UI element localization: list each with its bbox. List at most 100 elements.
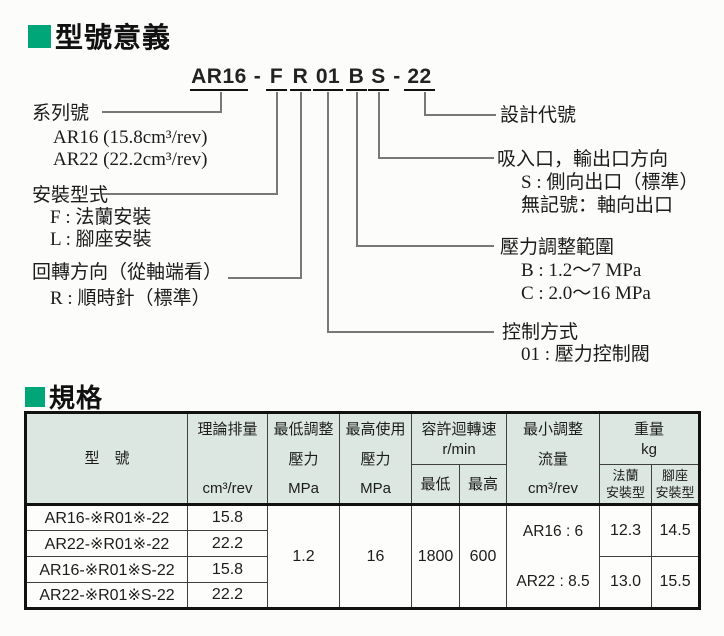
cell-weight-flange: 13.0: [599, 556, 653, 609]
cell-model: AR16-※R01※-22: [25, 504, 188, 531]
header-speed: 容許迴轉速 r/min: [410, 411, 508, 466]
header-speed-min: 最低: [411, 464, 460, 505]
header-max-pressure: 最高使用 壓力 MPa: [339, 412, 412, 505]
port-direction-detail: 無記號：軸向出口: [521, 195, 674, 216]
cell-min-pressure: 1.2: [267, 504, 340, 609]
connector-line: [276, 92, 278, 195]
connector-line: [220, 92, 222, 113]
header-line: 理論排量: [197, 421, 258, 438]
green-square-icon: [25, 386, 45, 407]
connector-line: [102, 193, 278, 195]
header-line: 壓力: [288, 450, 319, 468]
code-segment-mounting: F: [266, 66, 287, 91]
header-line: MPa: [288, 480, 319, 497]
section-title-model-meaning: 型號意義: [28, 16, 171, 56]
section-title-text: 型號意義: [55, 22, 172, 53]
header-min-flow: 最小調整 流量 cm³/rev: [506, 412, 601, 505]
cell-min-flow: AR16 : 6 AR22 : 8.5: [506, 504, 601, 609]
cell-displacement: 15.8: [187, 556, 268, 583]
cell-model: AR16-※R01※S-22: [25, 556, 188, 583]
header-line: 容許迴轉速: [421, 420, 497, 438]
code-segment-port: S: [368, 66, 389, 91]
pressure-range-label: 壓力調整範圍: [500, 237, 615, 258]
cell-weight-flange: 12.3: [599, 504, 653, 557]
header-weight-foot: 腳座 安裝型: [651, 464, 701, 505]
connector-line: [327, 92, 329, 333]
header-line: 法蘭: [612, 467, 639, 483]
flow-value: AR16 : 6: [522, 522, 584, 540]
header-line: 流量: [538, 450, 569, 468]
connector-line: [327, 331, 494, 333]
section-title-text: 規格: [49, 383, 104, 413]
cell-speed-min: 1800: [411, 504, 460, 609]
flow-value: AR22 : 8.5: [516, 572, 590, 590]
series-detail: AR16 (15.8cm³/rev): [53, 127, 208, 148]
cell-speed-max: 600: [458, 504, 508, 609]
port-direction-label: 吸入口，輸出口方向: [497, 149, 669, 170]
header-line: 最小調整: [523, 421, 584, 438]
series-detail: AR22 (22.2cm³/rev): [53, 149, 208, 170]
header-line: 安裝型: [655, 484, 695, 500]
code-segment-control: 01: [313, 66, 343, 91]
connector-line: [424, 92, 426, 116]
mounting-detail: F : 法蘭安裝: [50, 207, 152, 228]
cell-weight-foot: 15.5: [651, 556, 701, 609]
mounting-label: 安裝型式: [32, 185, 109, 206]
spec-table: 型 號 理論排量 cm³/rev 最低調整 壓力 MPa: [24, 411, 702, 610]
header-displacement: 理論排量 cm³/rev: [187, 412, 268, 505]
header-line: 安裝型: [606, 484, 646, 500]
header-min-pressure: 最低調整 壓力 MPa: [267, 412, 340, 505]
table-row: AR16-※R01※S-22 15.8 13.0 15.5: [25, 556, 701, 609]
port-direction-detail: S : 側向出口（標準）: [521, 172, 699, 193]
table-row: AR22-※R01※-22 22.2: [25, 530, 700, 557]
header-line: 重量: [634, 420, 665, 438]
cell-model: AR22-※R01※S-22: [25, 582, 188, 609]
design-code-label: 設計代號: [500, 105, 577, 126]
header-weight: 重量 kg: [599, 411, 701, 466]
connector-line: [378, 157, 494, 159]
header-line: cm³/rev: [528, 480, 579, 497]
control-method-label: 控制方式: [502, 322, 579, 343]
header-line: kg: [641, 440, 657, 458]
connector-line: [228, 277, 302, 279]
connector-line: [102, 111, 222, 113]
header-line: cm³/rev: [202, 480, 253, 497]
code-segment-rotation: R: [290, 66, 311, 91]
section-title-specs: 規格: [25, 378, 103, 415]
code-segment-design: 22: [404, 66, 435, 91]
header-speed-max: 最高: [458, 464, 508, 505]
table-row: AR22-※R01※S-22 22.2: [25, 582, 700, 609]
mounting-detail: L : 腳座安裝: [50, 229, 152, 250]
code-segment-series: AR16: [190, 66, 248, 91]
pressure-range-detail: C : 2.0～16 MPa: [521, 283, 651, 304]
code-dash: -: [253, 65, 262, 88]
connector-line: [378, 92, 380, 159]
header-line: MPa: [360, 480, 391, 497]
connector-line: [300, 92, 302, 279]
rotation-label: 回轉方向（從軸端看）: [32, 262, 223, 283]
header-line: 最低調整: [273, 421, 334, 438]
header-model: 型 號: [25, 412, 188, 505]
header-line: 腳座: [662, 467, 689, 483]
cell-max-pressure: 16: [339, 504, 412, 609]
header-line: 最高使用: [345, 421, 406, 438]
code-segment-pressure: B: [346, 66, 367, 91]
cell-model: AR22-※R01※-22: [25, 530, 188, 557]
control-method-detail: 01 : 壓力控制閥: [521, 344, 650, 365]
connector-line: [356, 92, 358, 247]
code-dash: -: [393, 65, 401, 88]
cell-displacement: 22.2: [187, 530, 268, 557]
rotation-detail: R : 順時針（標準）: [50, 288, 211, 309]
cell-weight-foot: 14.5: [651, 504, 701, 557]
green-square-icon: [28, 24, 51, 48]
header-line: r/min: [442, 440, 476, 458]
pressure-range-detail: B : 1.2～7 MPa: [521, 260, 642, 281]
cell-displacement: 22.2: [187, 582, 268, 609]
cell-displacement: 15.8: [187, 504, 268, 531]
connector-line: [356, 245, 494, 247]
connector-line: [424, 114, 496, 116]
series-label: 系列號: [32, 103, 90, 124]
table-row: AR16-※R01※-22 15.8 1.2 16 1800 600 AR16 …: [25, 504, 701, 609]
header-weight-flange: 法蘭 安裝型: [599, 464, 653, 505]
